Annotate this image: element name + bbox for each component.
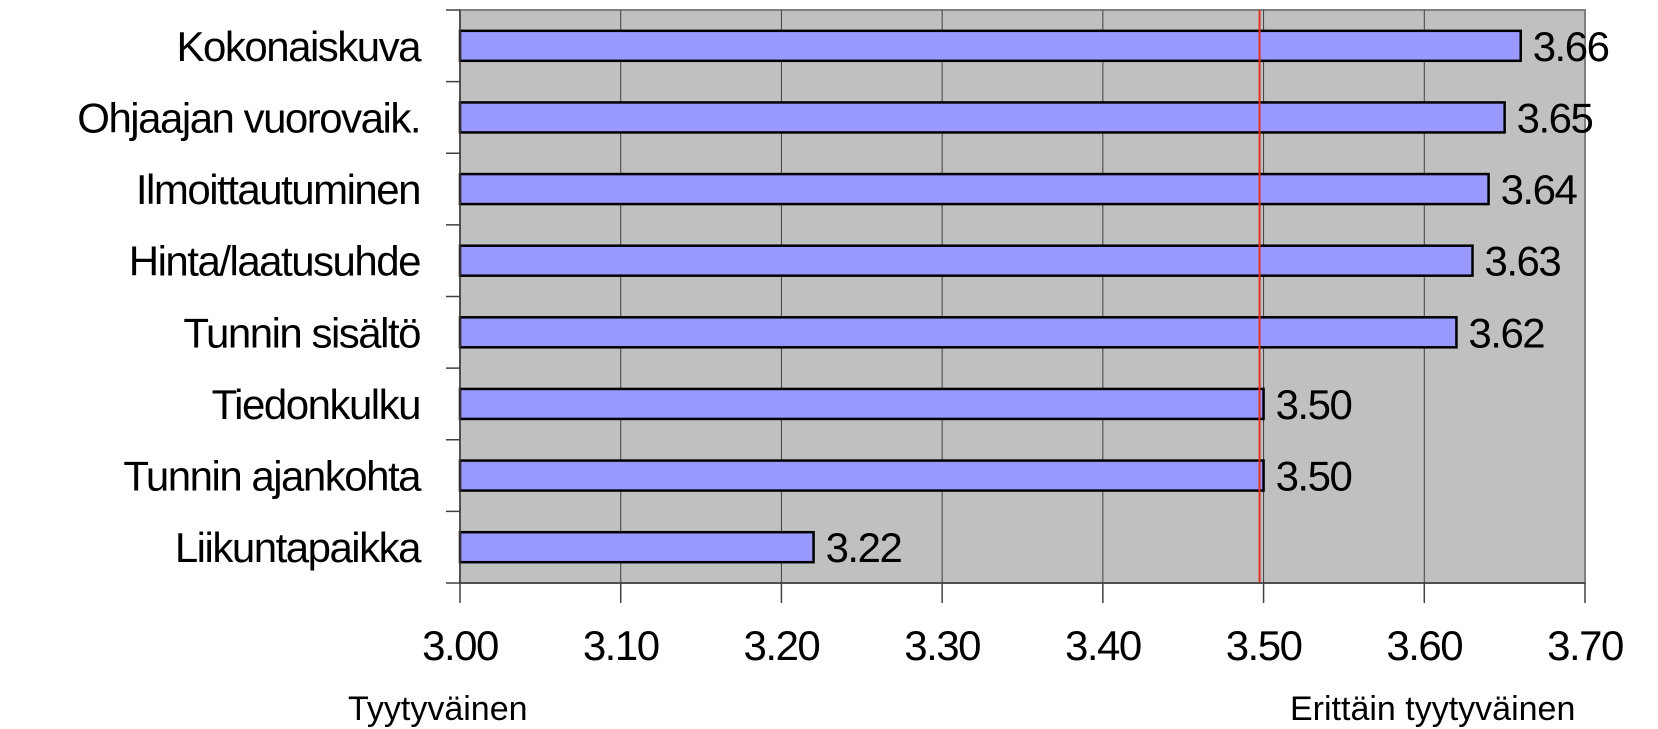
category-label: Hinta/laatusuhde (129, 238, 420, 285)
bar (458, 530, 815, 564)
axis-left-end-label: Tyytyväinen (348, 690, 528, 728)
bar (458, 387, 1265, 421)
labels: 3.00 3.10 3.20 3.30 3.40 3.50 3.60 3.70 3.66 Koko… (77, 23, 1624, 669)
axis-right-end-label: Erittäin tyytyväinen (1290, 690, 1575, 728)
value-label: 3.50 (1276, 381, 1352, 428)
category-label: Ilmoittautuminen (136, 166, 420, 213)
category-label: Tunnin sisältö (183, 309, 420, 356)
plot-area (459, 9, 1586, 584)
value-label: 3.65 (1517, 94, 1593, 141)
x-tick-label: 3.20 (744, 622, 820, 669)
value-label: 3.66 (1533, 23, 1609, 70)
value-label: 3.50 (1276, 453, 1352, 500)
bars (458, 29, 1522, 564)
x-tick-label: 3.50 (1226, 622, 1302, 669)
bar (458, 459, 1265, 492)
bar (458, 244, 1474, 277)
value-label: 3.22 (826, 524, 902, 571)
axes (446, 9, 1586, 603)
bar (458, 172, 1490, 206)
x-tick-label: 3.70 (1547, 622, 1623, 669)
category-label: Liikuntapaikka (175, 524, 422, 571)
category-label: Tiedonkulku (212, 381, 420, 428)
value-label: 3.63 (1485, 238, 1561, 285)
category-label: Tunnin ajankohta (123, 453, 422, 500)
x-tick-label: 3.10 (583, 622, 659, 669)
bar (458, 101, 1506, 134)
value-label: 3.64 (1501, 166, 1578, 213)
category-label: Kokonaiskuva (177, 23, 423, 70)
bar (458, 29, 1522, 63)
bar (458, 316, 1458, 349)
x-tick-label: 3.30 (904, 622, 980, 669)
x-tick-label: 3.40 (1065, 622, 1141, 669)
category-label: Ohjaajan vuorovaik. (77, 94, 420, 141)
value-label: 3.62 (1468, 309, 1544, 356)
x-tick-label: 3.60 (1386, 622, 1462, 669)
x-tick-label: 3.00 (422, 622, 498, 669)
